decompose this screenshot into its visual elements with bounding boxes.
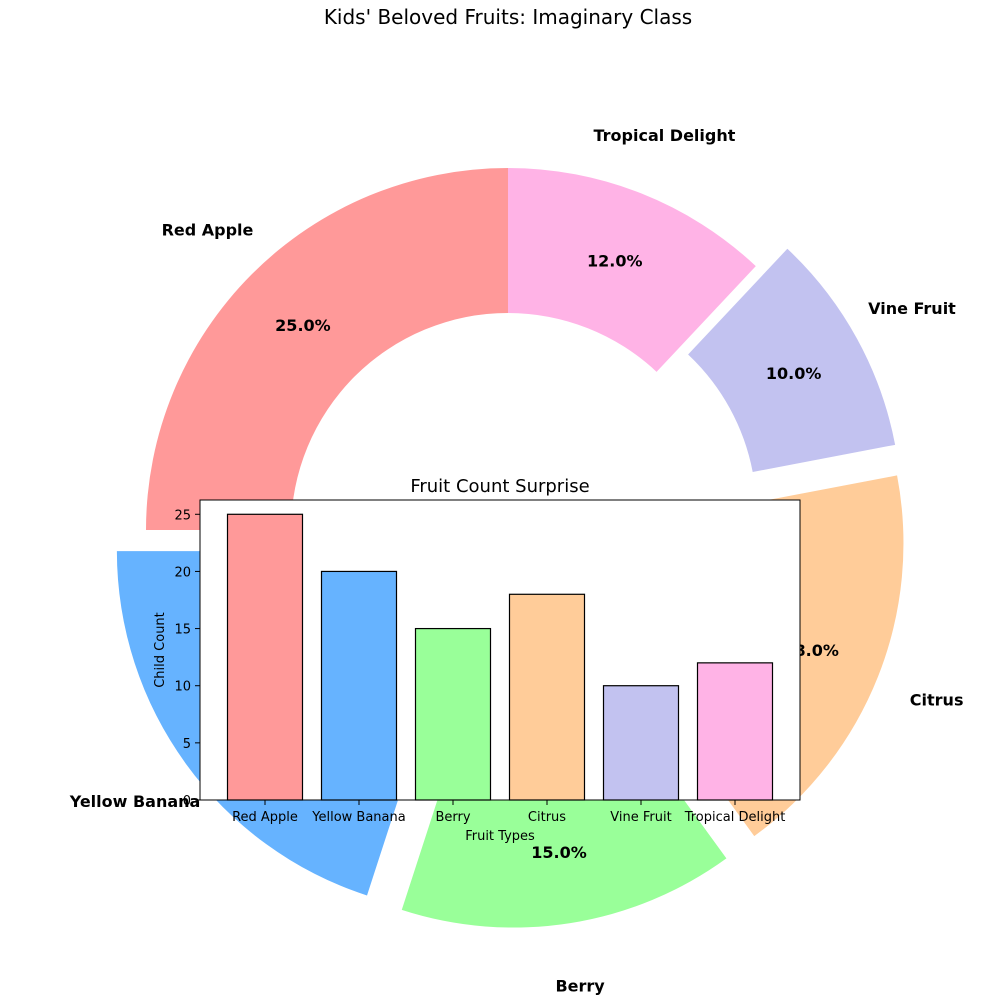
donut-label-vine-fruit: Vine Fruit: [868, 299, 956, 318]
inset-x-axis: Red Apple Yellow Banana Berry Citrus Vine Fr…: [232, 800, 785, 825]
donut-percent-red-apple: 25.0%: [275, 316, 331, 335]
donut-slice-vine-fruit: [688, 248, 896, 472]
donut-percent-vine-fruit: 10.0%: [766, 364, 822, 383]
bar-yellow-banana: [320, 570, 398, 801]
donut-label-yellow-banana: Yellow Banana: [69, 792, 201, 811]
bar-red-apple: [226, 513, 304, 801]
pie-chart-title: Kids' Beloved Fruits: Imaginary Class: [324, 5, 692, 29]
bar-vine-fruit: [602, 685, 680, 801]
inset-plot-frame: [199, 499, 801, 801]
x-tick-label-yellow-banana: Yellow Banana: [311, 810, 405, 825]
inset-x-axis-label: Fruit Types: [465, 829, 535, 844]
inset-bars: [226, 513, 774, 801]
donut-label-citrus: Citrus: [910, 691, 964, 710]
inset-y-axis-label: Child Count: [153, 612, 168, 688]
donut-percent-labels-front: 15.0%: [531, 843, 587, 862]
x-tick-label-citrus: Citrus: [528, 810, 566, 825]
inset-y-axis: 0 5 10 15 20 25: [174, 508, 200, 809]
donut-label-red-apple: Red Apple: [162, 220, 254, 239]
bar-tropical-delight: [696, 662, 774, 801]
y-tick-label-10: 10: [174, 680, 191, 695]
donut-label-tropical-delight: Tropical Delight: [593, 126, 735, 145]
x-tick-label-vine-fruit: Vine Fruit: [610, 810, 671, 825]
y-tick-label-0: 0: [183, 794, 191, 809]
y-tick-label-15: 15: [174, 623, 191, 638]
bar-berry: [414, 627, 492, 801]
donut-category-labels: Red Apple Yellow Banana Berry Citrus Vine Fr…: [69, 126, 964, 995]
y-tick-label-5: 5: [183, 737, 191, 752]
donut-percent-tropical-delight: 12.0%: [587, 251, 643, 270]
donut-percent-berry: 15.0%: [531, 843, 587, 862]
x-tick-label-red-apple: Red Apple: [232, 810, 298, 825]
bar-citrus: [508, 593, 586, 801]
inset-bar-chart: 0 5 10 15 20 25 Red Apple Yellow Banana Berry Ci…: [153, 476, 801, 844]
y-tick-label-25: 25: [174, 508, 191, 523]
y-tick-label-20: 20: [174, 565, 191, 580]
inset-chart-title: Fruit Count Surprise: [410, 476, 589, 497]
donut-label-berry: Berry: [555, 976, 605, 995]
donut-slice-tropical-delight: [508, 168, 756, 372]
x-tick-label-tropical-delight: Tropical Delight: [684, 810, 786, 825]
x-tick-label-berry: Berry: [435, 810, 470, 825]
donut-slice-red-apple: [146, 168, 508, 530]
